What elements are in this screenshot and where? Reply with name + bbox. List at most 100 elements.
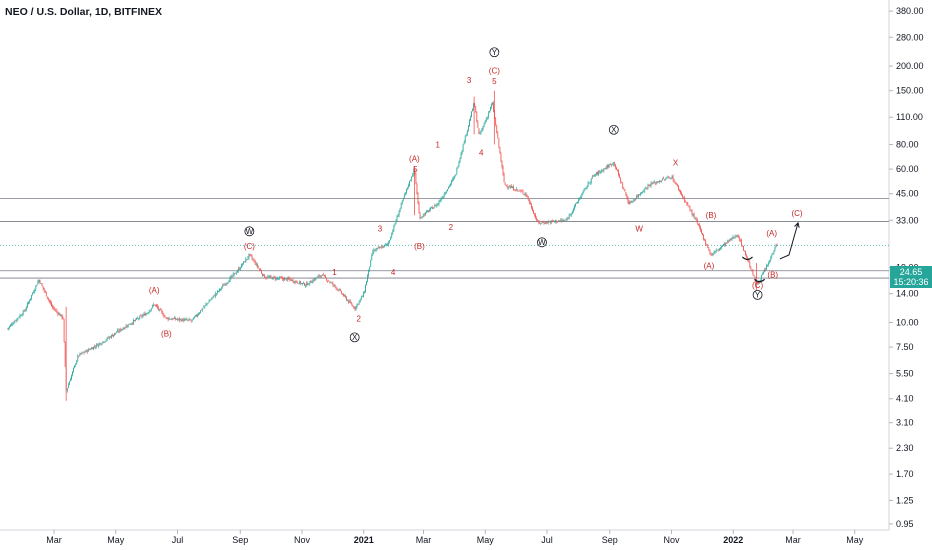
candle-body xyxy=(330,282,332,284)
candle-body xyxy=(608,164,610,167)
candle-body xyxy=(34,289,36,293)
candle-body xyxy=(157,305,158,308)
candle-body xyxy=(528,200,530,203)
candle-body xyxy=(584,188,586,190)
candle-body xyxy=(214,293,216,297)
candle-body xyxy=(609,164,611,166)
candle-body xyxy=(225,284,227,285)
candle-body xyxy=(186,319,188,321)
candle-body xyxy=(589,181,591,184)
candle-body xyxy=(67,384,69,388)
candle-body xyxy=(582,191,584,195)
candle-body xyxy=(267,276,269,278)
y-tick-label: 10.00 xyxy=(896,317,919,327)
candle-body xyxy=(284,278,286,281)
candle-body xyxy=(239,268,240,270)
candle-body xyxy=(515,190,517,192)
candle-body xyxy=(629,201,631,204)
candle-body xyxy=(649,185,651,186)
candle-body xyxy=(150,308,152,311)
candle-body xyxy=(702,233,703,235)
candle-body xyxy=(319,275,321,277)
candle-body xyxy=(137,318,139,320)
bar-countdown: 15:20:36 xyxy=(893,277,929,287)
candle-body xyxy=(556,220,557,223)
candle-body xyxy=(684,197,686,202)
current-price: 24.65 xyxy=(899,267,923,277)
candle-body xyxy=(317,275,319,277)
candle-body xyxy=(26,303,28,308)
candle-body xyxy=(51,302,52,307)
candle-body xyxy=(266,277,268,279)
candle-body xyxy=(446,189,448,192)
candle-body xyxy=(382,245,384,248)
candle-body xyxy=(610,163,612,166)
candle-body xyxy=(676,184,678,187)
candle-body xyxy=(107,337,109,339)
candle-body xyxy=(451,180,452,184)
candle-body xyxy=(102,341,104,343)
candle-body xyxy=(345,295,346,298)
candle-body xyxy=(668,177,670,179)
candle-body xyxy=(42,286,44,289)
candle-body xyxy=(765,269,766,271)
candle-body xyxy=(218,290,219,292)
candle-body xyxy=(175,318,176,320)
candle-body xyxy=(392,230,394,234)
candle-body xyxy=(133,320,134,324)
candle-body xyxy=(590,178,592,183)
candle-body xyxy=(276,278,278,279)
candle-body xyxy=(230,276,232,278)
candle-body xyxy=(59,313,61,316)
candle-body xyxy=(142,315,144,317)
candle-body xyxy=(752,270,754,275)
candle-body xyxy=(517,189,519,191)
candle-body xyxy=(512,186,513,189)
candle-body xyxy=(596,172,597,175)
candle-body xyxy=(682,194,683,198)
candle-body xyxy=(385,244,386,246)
candle-body xyxy=(660,181,661,182)
wave-label: 2 xyxy=(449,223,454,232)
candle-body xyxy=(87,348,89,352)
candle-body xyxy=(667,177,669,179)
candle-body xyxy=(322,274,323,276)
candle-body xyxy=(291,279,293,281)
candle-body xyxy=(724,243,725,246)
candle-body xyxy=(612,162,614,165)
candle-body xyxy=(501,160,503,167)
candle-body xyxy=(659,181,660,183)
candle-body xyxy=(372,251,374,255)
wave-label: 3 xyxy=(378,224,383,233)
candle-body xyxy=(19,315,21,318)
candle-body xyxy=(380,247,382,249)
candle-body xyxy=(685,201,687,203)
candle-body xyxy=(701,229,702,234)
candle-body xyxy=(761,274,763,276)
candle-body xyxy=(513,186,514,190)
candle-body xyxy=(257,267,259,269)
candle-body xyxy=(388,242,389,245)
candle-body xyxy=(409,180,410,186)
candle-body xyxy=(54,308,56,310)
candle-body xyxy=(759,279,761,283)
candle-body xyxy=(744,250,745,252)
candle-body xyxy=(716,249,718,251)
candle-body xyxy=(520,190,522,192)
candle-body xyxy=(402,198,404,201)
candle-body xyxy=(240,267,241,270)
wave-label: Y xyxy=(492,48,498,57)
candle-body xyxy=(710,252,712,255)
candle-body xyxy=(549,221,551,223)
candle-body xyxy=(192,317,194,320)
candle-body xyxy=(99,343,101,345)
candle-body xyxy=(390,237,392,241)
candle-body xyxy=(467,125,469,131)
candle-body xyxy=(516,188,518,191)
candle-body xyxy=(176,318,177,320)
candle-body xyxy=(472,109,473,112)
candle-body xyxy=(690,210,692,211)
candle-body xyxy=(735,236,737,238)
candle-body xyxy=(652,182,654,184)
